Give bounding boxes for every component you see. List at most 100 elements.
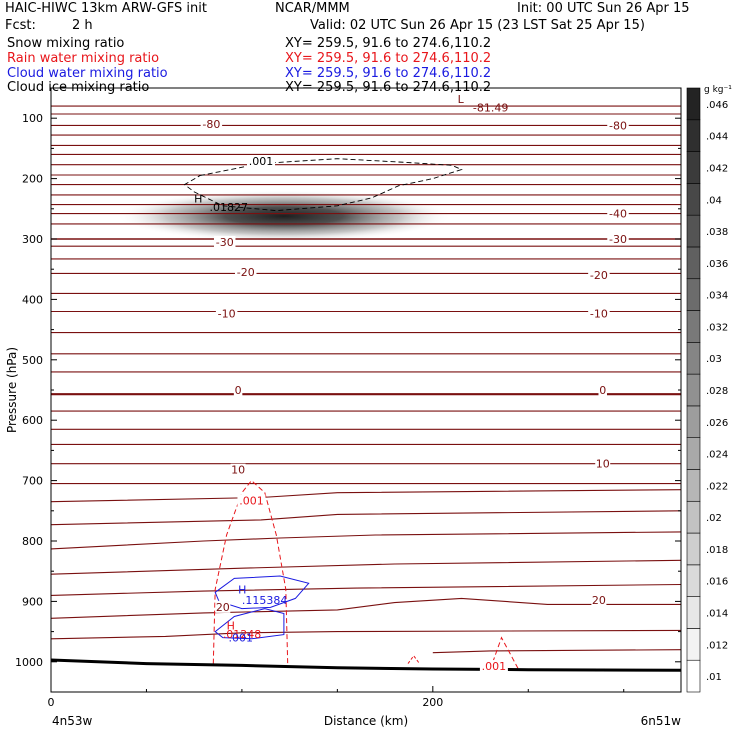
- rain-contour: [489, 636, 520, 670]
- x-start-label: 4n53w: [52, 714, 93, 728]
- x-end-label: 6n51w: [641, 714, 682, 728]
- valid-time: Valid: 02 UTC Sun 26 Apr 15 (23 LST Sat …: [310, 18, 645, 33]
- isotherm-label: -10: [218, 307, 236, 320]
- colorbar-segment: [686, 246, 701, 280]
- isotherm: [51, 583, 681, 596]
- isotherm: [51, 510, 681, 526]
- contour-label-bg: [595, 457, 611, 470]
- x-tick-label: 200: [422, 696, 443, 709]
- colorbar-segment: [686, 405, 701, 438]
- colorbar-segment: [686, 659, 701, 693]
- colorbar-segment: [686, 628, 701, 661]
- contour-label-bg: [200, 118, 223, 131]
- isotherm: [51, 489, 681, 503]
- isotherm: [51, 597, 681, 619]
- extremum-label: H: [194, 193, 202, 206]
- contour-label-bg: [234, 266, 257, 279]
- colorbar-label: .03: [706, 354, 722, 365]
- field-snow-xy: XY= 259.5, 91.6 to 274.6,110.2: [285, 36, 492, 51]
- mixing-ratio-label: .001: [482, 660, 507, 673]
- isotherm-label: -80: [609, 119, 627, 132]
- contour-label-bg: [230, 463, 246, 476]
- y-tick-label: 400: [22, 293, 43, 306]
- colorbar-label: .038: [706, 227, 728, 238]
- contour-label-bg: [215, 307, 238, 320]
- extremum-label: .01827: [209, 201, 248, 214]
- isotherm-label: 10: [596, 458, 610, 471]
- isotherm-label: -10: [590, 307, 608, 320]
- y-tick-label: 800: [22, 535, 43, 548]
- field-cloudice-xy: XY= 259.5, 91.6 to 274.6,110.2: [285, 80, 492, 95]
- colorbar-label: .042: [706, 163, 728, 174]
- colorbar-label: .016: [706, 577, 728, 588]
- contour-label-bg: [598, 384, 607, 396]
- colorbar-segment: [686, 278, 701, 311]
- contour-label-bg: [591, 594, 607, 607]
- isotherm-label: -30: [609, 233, 627, 246]
- colorbar-segment: [686, 564, 701, 597]
- plot-area: [51, 105, 681, 672]
- y-tick-label: 900: [22, 595, 43, 608]
- colorbar-label: .034: [706, 291, 728, 302]
- colorbar-label: .022: [706, 481, 728, 492]
- extremum-label: .01248: [223, 628, 262, 641]
- colorbar-segment: [686, 469, 701, 502]
- mixing-ratio-label: .001: [249, 155, 274, 168]
- extremum-label: .001: [229, 632, 254, 645]
- colorbar-segment: [686, 596, 701, 629]
- contour-label-bg: [588, 307, 610, 320]
- y-tick-label: 200: [22, 173, 43, 186]
- model-title: HAIC-HIWC 13km ARW-GFS init: [5, 1, 207, 16]
- colorbar-segment: [686, 183, 701, 216]
- field-cloudwater-name: Cloud water mixing ratio: [7, 66, 168, 81]
- y-tick-label: 600: [22, 414, 43, 427]
- colorbar-label: .01: [706, 672, 722, 683]
- extremum-label: .115384: [242, 594, 288, 607]
- colorbar-label: .044: [706, 132, 728, 143]
- isotherm: [51, 531, 681, 550]
- colorbar: .01 .012 .014 .016 .018 .02 .022 .024 .026 .028 .0…: [686, 85, 732, 693]
- isotherm: [51, 559, 681, 575]
- y-axis-title: Pressure (hPa): [5, 347, 19, 433]
- colorbar-label: .032: [706, 322, 728, 333]
- rain-contour: [212, 479, 289, 664]
- contour-labels: -80 -80 -40 -30 -30 -20 -20 -10 -10 0 0 10 10 20 20 .00…: [194, 93, 629, 673]
- org-label: NCAR/MMM: [275, 1, 350, 16]
- y-tick-label: 500: [22, 354, 43, 367]
- y-tick-label: 1000: [15, 656, 43, 669]
- cloud-ice-contour: [183, 158, 463, 212]
- fcst-label: Fcst:: [5, 18, 36, 33]
- y-tick-label: 700: [22, 475, 43, 488]
- colorbar-label: .04: [706, 195, 722, 206]
- init-time: Init: 00 UTC Sun 26 Apr 15: [517, 1, 690, 16]
- colorbar-segment: [686, 310, 701, 343]
- isotherm-label: 20: [216, 601, 230, 614]
- x-axis-title: Distance (km): [324, 714, 408, 728]
- colorbar-label: .026: [706, 418, 728, 429]
- contour-label-bg: [237, 494, 266, 507]
- colorbar-label: .024: [706, 450, 728, 461]
- isotherm-label: -20: [237, 266, 255, 279]
- contour-label-bg: [588, 269, 610, 282]
- isotherm-label: -80: [202, 118, 220, 131]
- field-rain-xy: XY= 259.5, 91.6 to 274.6,110.2: [285, 51, 492, 66]
- contour-label-bg: [607, 207, 629, 220]
- colorbar-segment: [686, 373, 701, 407]
- field-cloudice-name: Cloud ice mixing ratio: [7, 80, 150, 95]
- colorbar-segment: [686, 151, 701, 184]
- field-snow-name: Snow mixing ratio: [7, 36, 125, 51]
- colorbar-segment: [686, 214, 701, 248]
- extremum-label: H: [227, 620, 235, 633]
- isotherm: [432, 649, 681, 654]
- colorbar-segment: [686, 500, 701, 534]
- snow-shading: [115, 190, 452, 243]
- colorbar-label: .02: [706, 513, 722, 524]
- colorbar-label: .028: [706, 386, 728, 397]
- plot-frame: [50, 87, 682, 693]
- colorbar-label: .012: [706, 640, 728, 651]
- field-cloudwater-xy: XY= 259.5, 91.6 to 274.6,110.2: [285, 66, 492, 81]
- extremum-label: -81.49: [473, 101, 508, 114]
- isotherm-label: 10: [231, 464, 245, 477]
- isotherm-label: 20: [592, 594, 606, 607]
